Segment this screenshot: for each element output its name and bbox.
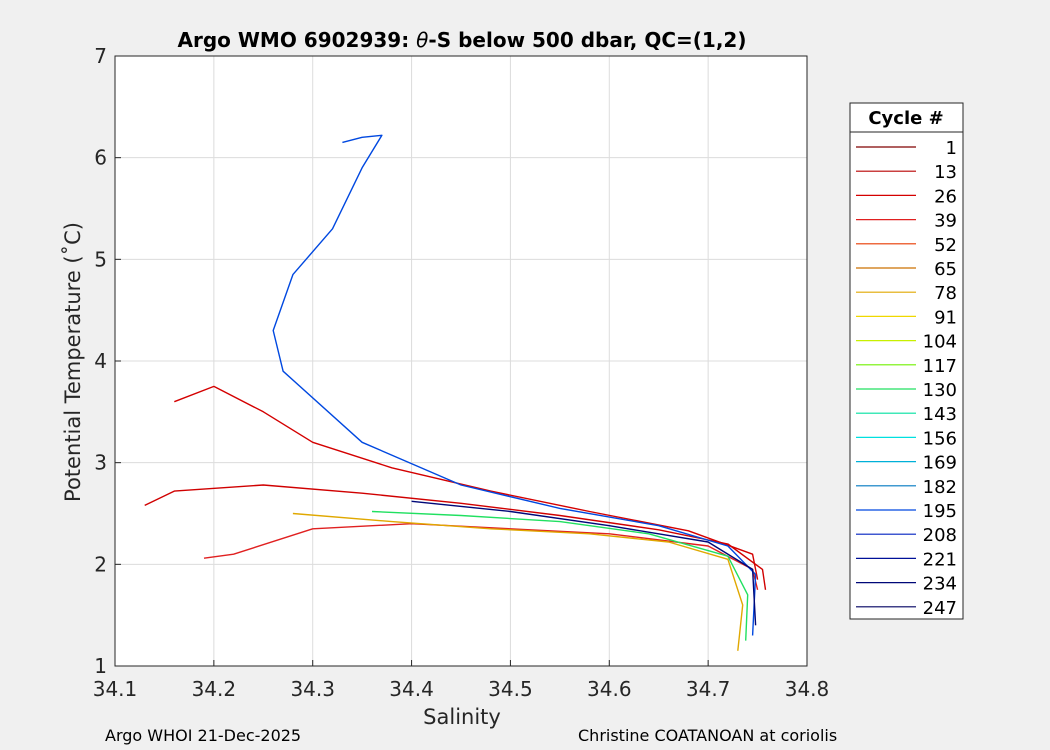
legend: Cycle # 1 13 26 39 52 65 78 91 104 117 130 143 156 16… xyxy=(849,102,964,620)
legend-box xyxy=(849,102,964,620)
legend-label: 39 xyxy=(934,211,957,232)
legend-label: 104 xyxy=(923,332,957,353)
profile-lines xyxy=(144,134,767,651)
legend-label: 195 xyxy=(923,501,957,522)
legend-label: 247 xyxy=(923,598,957,619)
legend-label: 65 xyxy=(934,259,957,280)
plot-frame xyxy=(114,55,808,667)
x-axis-label: Salinity xyxy=(423,705,501,729)
chart-title: Argo WMO 6902939: θ-S below 500 dbar, QC… xyxy=(178,28,747,52)
y-tick-label: 4 xyxy=(94,349,107,373)
legend-title: Cycle # xyxy=(868,108,943,129)
legend-label: 13 xyxy=(934,162,957,183)
x-tick-label: 34.3 xyxy=(290,677,335,701)
profile-line-cycle-247 xyxy=(411,500,757,626)
legend-label: 78 xyxy=(934,283,957,304)
x-tick-label: 34.2 xyxy=(192,677,237,701)
y-tick-label: 2 xyxy=(94,552,107,576)
x-tick-label: 34.8 xyxy=(785,677,830,701)
legend-label: 169 xyxy=(923,453,957,474)
legend-label: 143 xyxy=(923,404,957,425)
legend-label: 221 xyxy=(923,549,957,570)
y-axis-label: Potential Temperature (˚C) xyxy=(61,222,85,502)
x-tick-label: 34.5 xyxy=(488,677,533,701)
profile-line-cycle-1 xyxy=(144,484,767,590)
x-tick-label: 34.7 xyxy=(686,677,731,701)
legend-label: 208 xyxy=(923,525,957,546)
legend-label: 130 xyxy=(923,380,957,401)
legend-label: 182 xyxy=(923,477,957,498)
x-tick-label: 34.4 xyxy=(389,677,434,701)
legend-label: 1 xyxy=(946,138,957,159)
y-tick-label: 1 xyxy=(94,654,107,678)
x-tick-label: 34.6 xyxy=(587,677,632,701)
footer-left-credit: Argo WHOI 21-Dec-2025 xyxy=(105,726,301,745)
profile-line-cycle-26 xyxy=(203,523,759,590)
legend-label: 156 xyxy=(923,428,957,449)
x-tick-labels: 34.1 34.2 34.3 34.4 34.5 34.6 34.7 34.8 xyxy=(93,677,830,701)
legend-label: 52 xyxy=(934,235,957,256)
profile-line-cycle-117 xyxy=(371,510,749,641)
y-tick-labels: 1 2 3 4 5 6 7 xyxy=(94,44,107,678)
grid-lines xyxy=(114,55,808,667)
footer-right-credit: Christine COATANOAN at coriolis xyxy=(578,726,837,745)
legend-label: 234 xyxy=(923,574,957,595)
y-tick-label: 5 xyxy=(94,247,107,271)
legend-label: 91 xyxy=(934,307,957,328)
legend-label: 117 xyxy=(923,356,957,377)
legend-label: 26 xyxy=(934,186,957,207)
y-tick-label: 7 xyxy=(94,44,107,68)
profile-line-cycle-39 xyxy=(174,385,759,580)
x-tick-label: 34.1 xyxy=(93,677,138,701)
profile-line-cycle-65 xyxy=(292,512,744,651)
y-tick-label: 6 xyxy=(94,146,107,170)
y-tick-label: 3 xyxy=(94,451,107,475)
profile-line-cycle-182 xyxy=(272,134,757,636)
